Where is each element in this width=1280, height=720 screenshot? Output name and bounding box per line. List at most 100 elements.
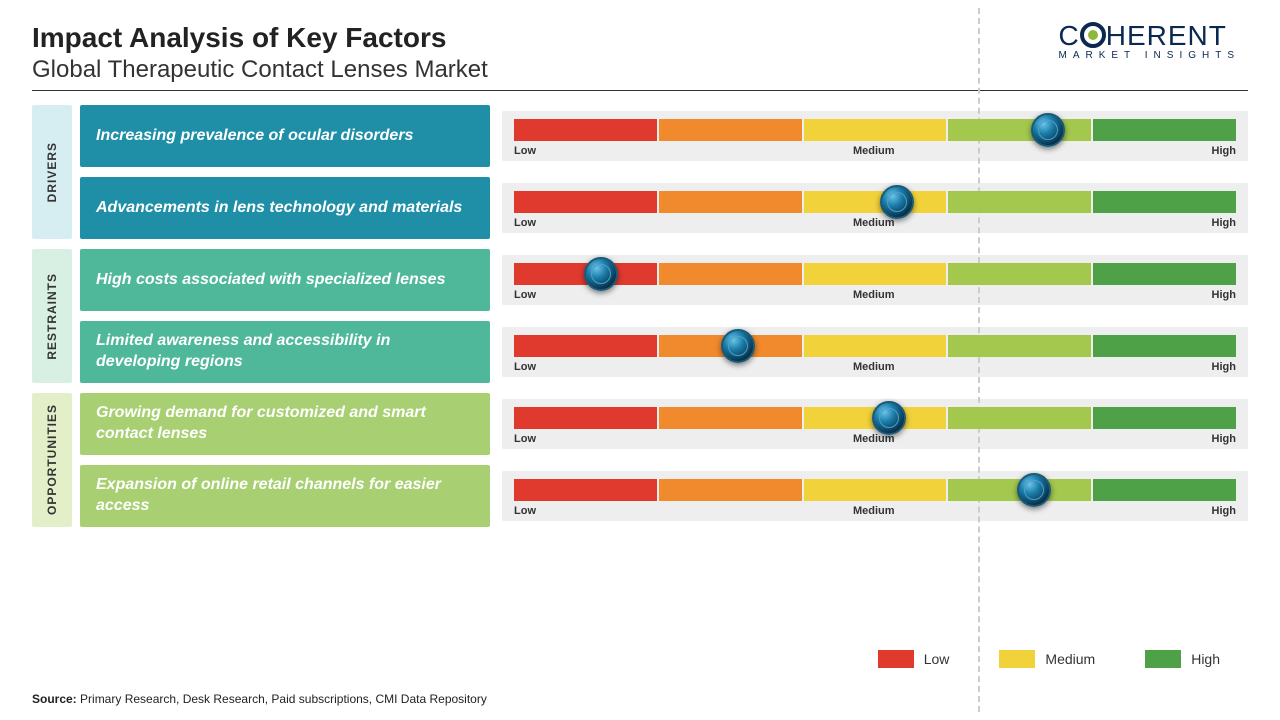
scale-label-high: High	[1212, 433, 1236, 445]
legend-item: High	[1145, 650, 1220, 668]
legend-swatch	[878, 650, 914, 668]
legend-swatch	[999, 650, 1035, 668]
scale-label-high: High	[1212, 217, 1236, 229]
section-drivers: DRIVERS Increasing prevalence of ocular d…	[32, 105, 1248, 239]
scale-segment	[514, 407, 657, 429]
scale-bar	[514, 335, 1236, 357]
factors-grid: DRIVERS Increasing prevalence of ocular d…	[32, 105, 1248, 527]
section-restraints: RESTRAINTS High costs associated with spe…	[32, 249, 1248, 383]
scale-label-medium: Medium	[853, 289, 895, 301]
scale-segment	[1093, 335, 1236, 357]
scale-segment	[514, 191, 657, 213]
scale-segment	[659, 191, 802, 213]
scale-segment	[514, 335, 657, 357]
impact-marker	[1017, 473, 1051, 507]
scale-labels: Low Medium High	[514, 217, 1236, 229]
scale-labels: LowMediumHigh	[514, 433, 1236, 445]
scale-segment	[948, 407, 1091, 429]
impact-marker	[721, 329, 755, 363]
scale-segment	[659, 119, 802, 141]
scale-segment	[948, 263, 1091, 285]
scale-segment	[804, 479, 947, 501]
scale-label-high: High	[1212, 289, 1236, 301]
impact-scale: Low Medium High	[502, 183, 1248, 233]
impact-scale: LowMediumHigh	[502, 111, 1248, 161]
scale-label-high: High	[1212, 145, 1236, 157]
scale-segment	[1093, 119, 1236, 141]
legend-swatch	[1145, 650, 1181, 668]
source-line: Source: Primary Research, Desk Research,…	[32, 692, 487, 706]
legend-item: Medium	[999, 650, 1095, 668]
factor-row: Limited awareness and accessibility in d…	[80, 321, 1248, 383]
impact-marker	[584, 257, 618, 291]
impact-marker	[1031, 113, 1065, 147]
scale-label-medium: Medium	[853, 361, 895, 373]
source-text: Primary Research, Desk Research, Paid su…	[77, 692, 487, 706]
impact-scale: Low Medium High	[502, 471, 1248, 521]
scale-label-medium: Medium	[853, 505, 895, 517]
scale-labels: Low Medium High	[514, 505, 1236, 517]
scale-label-low: Low	[514, 433, 536, 445]
scale-bar	[514, 119, 1236, 141]
legend-label: Low	[924, 651, 950, 667]
scale-segment	[659, 479, 802, 501]
factor-box: High costs associated with specialized l…	[80, 249, 490, 311]
vertical-divider	[978, 8, 980, 712]
title-rule	[32, 90, 1248, 91]
legend-label: Medium	[1045, 651, 1095, 667]
category-label: DRIVERS	[32, 105, 72, 239]
category-text: RESTRAINTS	[45, 273, 59, 360]
scale-segment	[1093, 479, 1236, 501]
scale-segment	[659, 407, 802, 429]
impact-scale: Low Medium High	[502, 327, 1248, 377]
factor-row: Growing demand for customized and smart …	[80, 393, 1248, 455]
scale-labels: LowMediumHigh	[514, 289, 1236, 301]
scale-label-low: Low	[514, 145, 536, 157]
scale-bar	[514, 479, 1236, 501]
impact-scale: LowMediumHigh	[502, 255, 1248, 305]
scale-label-high: High	[1212, 505, 1236, 517]
category-text: DRIVERS	[45, 142, 59, 202]
scale-label-low: Low	[514, 505, 536, 517]
scale-segment	[804, 191, 947, 213]
scale-bar	[514, 263, 1236, 285]
factor-box: Expansion of online retail channels for …	[80, 465, 490, 527]
legend-label: High	[1191, 651, 1220, 667]
category-rows: High costs associated with specialized l…	[80, 249, 1248, 383]
scale-segment	[1093, 191, 1236, 213]
category-label: RESTRAINTS	[32, 249, 72, 383]
scale-label-high: High	[1212, 361, 1236, 373]
factor-box: Advancements in lens technology and mate…	[80, 177, 490, 239]
factor-row: High costs associated with specialized l…	[80, 249, 1248, 311]
impact-scale: LowMediumHigh	[502, 399, 1248, 449]
factor-row: Expansion of online retail channels for …	[80, 465, 1248, 527]
scale-segment	[804, 263, 947, 285]
scale-segment	[948, 119, 1091, 141]
scale-labels: Low Medium High	[514, 361, 1236, 373]
category-text: OPPORTUNITIES	[45, 404, 59, 515]
scale-segment	[514, 479, 657, 501]
scale-label-medium: Medium	[853, 217, 895, 229]
impact-marker	[872, 401, 906, 435]
logo-subtitle: MARKET INSIGHTS	[1059, 50, 1241, 61]
scale-segment	[948, 335, 1091, 357]
impact-marker	[880, 185, 914, 219]
source-prefix: Source:	[32, 692, 77, 706]
legend: Low Medium High	[878, 650, 1220, 668]
category-rows: Growing demand for customized and smart …	[80, 393, 1248, 527]
factor-row: Advancements in lens technology and mate…	[80, 177, 1248, 239]
scale-segment	[804, 119, 947, 141]
category-rows: Increasing prevalence of ocular disorder…	[80, 105, 1248, 239]
scale-label-low: Low	[514, 361, 536, 373]
factor-box: Growing demand for customized and smart …	[80, 393, 490, 455]
category-label: OPPORTUNITIES	[32, 393, 72, 527]
legend-item: Low	[878, 650, 950, 668]
scale-bar	[514, 191, 1236, 213]
scale-segment	[1093, 407, 1236, 429]
scale-label-low: Low	[514, 217, 536, 229]
scale-segment	[948, 191, 1091, 213]
scale-segment	[514, 119, 657, 141]
scale-bar	[514, 407, 1236, 429]
brand-logo: CHERENT MARKET INSIGHTS	[1059, 20, 1241, 61]
factor-box: Limited awareness and accessibility in d…	[80, 321, 490, 383]
